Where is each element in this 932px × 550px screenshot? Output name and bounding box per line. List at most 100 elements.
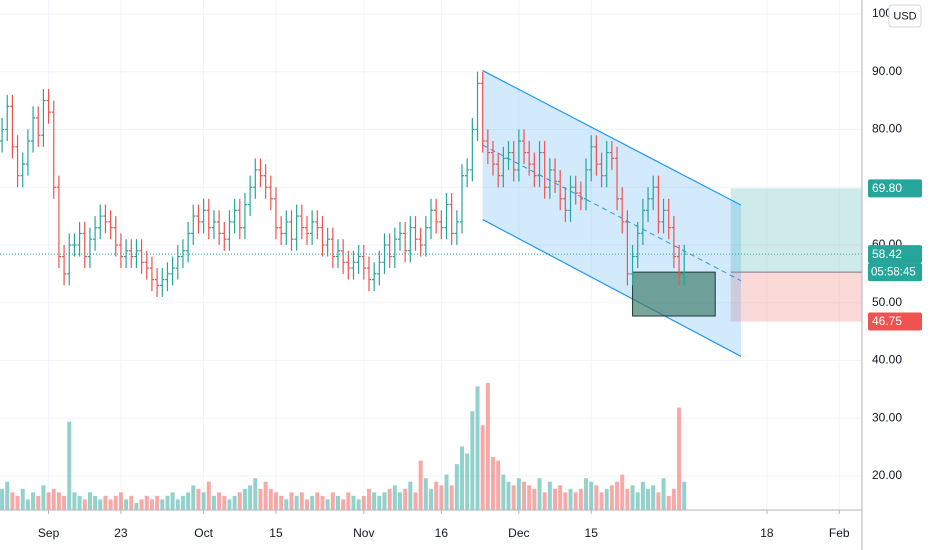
volume-bar	[248, 485, 253, 510]
volume-bar	[537, 478, 542, 510]
countdown-box	[868, 263, 922, 282]
volume-bar	[237, 492, 242, 510]
volume-bar	[439, 485, 444, 510]
volume-bar	[341, 499, 346, 510]
volume-bar	[615, 481, 620, 510]
volume-bar	[284, 499, 289, 510]
volume-bar	[139, 499, 144, 510]
volume-bar	[160, 499, 165, 510]
volume-bar	[294, 495, 299, 510]
volume-bar	[77, 495, 82, 510]
volume-bar	[677, 407, 682, 510]
volume-bar	[640, 481, 645, 510]
volume-bar	[103, 495, 108, 510]
volume-bar	[480, 425, 485, 510]
volume-bar	[25, 499, 30, 510]
channel-upper	[482, 70, 742, 206]
volume-bar	[20, 488, 25, 510]
volume-bar	[646, 488, 651, 510]
volume-bar	[532, 488, 537, 510]
price-label-box	[868, 245, 922, 264]
volume-bar	[93, 495, 98, 510]
volume-bar	[149, 499, 154, 510]
volume-bar	[180, 495, 185, 510]
volume-bar	[377, 495, 382, 510]
volume-bar	[423, 478, 428, 510]
x-tick-label: 15	[585, 526, 599, 540]
volume-bar	[547, 481, 552, 510]
rectangle	[632, 271, 716, 317]
currency-label: USD	[893, 10, 916, 22]
volume-bar	[124, 499, 129, 510]
volume-bar	[351, 495, 356, 510]
volume-bar	[356, 499, 361, 510]
volume-bar	[434, 481, 439, 510]
x-tick-label: 18	[760, 526, 774, 540]
volume-bar	[366, 488, 371, 510]
volume-bar	[258, 488, 263, 510]
volume-bar	[67, 421, 72, 510]
y-tick-label: 50.00	[872, 295, 902, 309]
y-tick-label: 90.00	[872, 64, 902, 78]
volume-bar	[382, 492, 387, 510]
volume-bar	[408, 481, 413, 510]
volume-bar	[454, 464, 459, 510]
volume-bar	[470, 411, 475, 510]
volume-bar	[429, 488, 433, 510]
volume-bar	[449, 485, 454, 510]
volume-bar	[403, 488, 408, 510]
volume-bar	[573, 492, 578, 510]
volume-bar	[372, 492, 377, 510]
volume-bar	[15, 495, 20, 510]
volume-bar	[361, 495, 366, 510]
axis-labels: 20.0030.0040.0050.0060.0070.0080.0090.00…	[38, 6, 922, 540]
channel-mid	[482, 144, 742, 282]
volume-bar	[56, 492, 61, 510]
volume-bar	[62, 495, 67, 510]
volume-bar	[666, 495, 671, 510]
volume-bar	[206, 481, 211, 510]
volume-bar	[299, 492, 304, 510]
volume-bar	[144, 495, 149, 510]
volume-bar	[527, 485, 532, 510]
volume-bar	[10, 492, 15, 510]
volume-bar	[46, 492, 51, 510]
volume-bar	[196, 488, 201, 510]
volume-bar	[134, 502, 139, 510]
volume-bar	[671, 488, 676, 510]
volume-bar	[315, 492, 320, 510]
volume-bar	[418, 460, 423, 510]
volume-bar	[253, 478, 258, 510]
volume-bar	[108, 499, 113, 510]
volume-bar	[620, 474, 625, 510]
volume-bar	[485, 382, 490, 510]
stop-zone	[730, 272, 862, 322]
x-tick-label: Feb	[829, 526, 850, 540]
volume-bar	[656, 492, 661, 510]
volume-bar	[31, 492, 36, 510]
volume-bar	[242, 488, 247, 510]
volume-bar	[36, 495, 41, 510]
price-label-box	[868, 312, 922, 331]
volume-bar	[651, 485, 656, 510]
volume-bar	[72, 492, 77, 510]
volume-bar	[599, 492, 604, 510]
volume-bar	[496, 460, 501, 510]
volume-bar	[553, 488, 558, 510]
volume-bar	[594, 485, 599, 510]
volume-bar	[325, 499, 330, 510]
volume-bar	[584, 478, 589, 510]
volume-bar	[186, 492, 191, 510]
currency-button[interactable]	[888, 4, 922, 28]
volume-bar	[522, 481, 527, 510]
volume-bar	[129, 495, 134, 510]
volume-bar	[273, 492, 278, 510]
price-label-box	[868, 179, 922, 198]
volume-bar	[630, 485, 635, 510]
volume-bar	[475, 386, 480, 510]
volume-bar	[217, 492, 222, 510]
volume-bar	[263, 481, 268, 510]
volume-bar	[232, 495, 237, 510]
volume-bar	[346, 492, 351, 510]
